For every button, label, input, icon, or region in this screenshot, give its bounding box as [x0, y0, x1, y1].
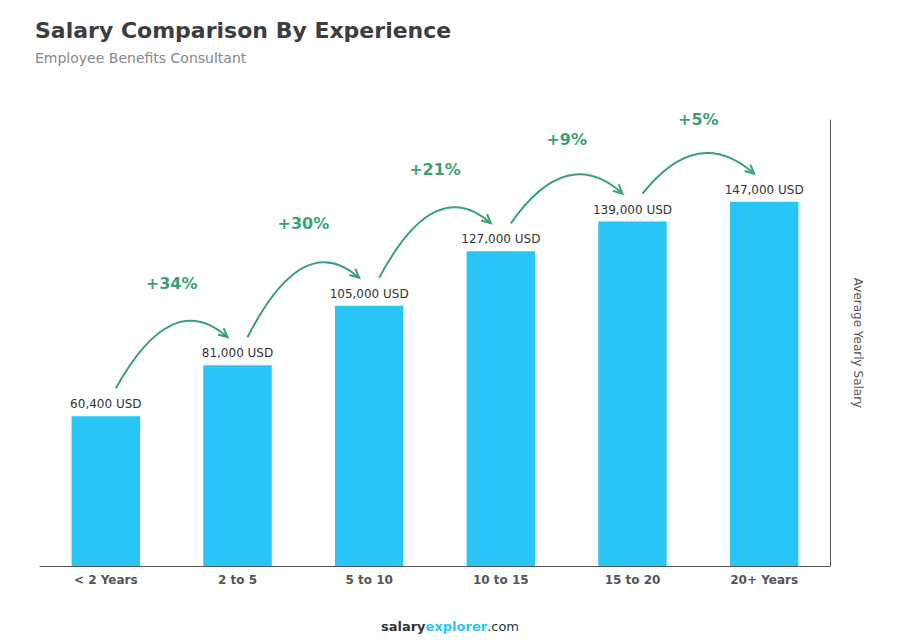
- svg-text:81,000 USD: 81,000 USD: [202, 346, 273, 360]
- svg-text:+34%: +34%: [146, 274, 198, 293]
- svg-text:Salary Comparison By Experienc: Salary Comparison By Experience: [35, 18, 451, 43]
- svg-text:< 2 Years: < 2 Years: [74, 573, 138, 587]
- svg-text:+9%: +9%: [546, 130, 587, 149]
- svg-text:105,000 USD: 105,000 USD: [330, 287, 409, 301]
- svg-text:60,400 USD: 60,400 USD: [70, 397, 141, 411]
- svg-text:+30%: +30%: [277, 214, 329, 233]
- svg-text:+21%: +21%: [409, 160, 461, 179]
- svg-text:139,000 USD: 139,000 USD: [593, 203, 672, 217]
- svg-text:127,000 USD: 127,000 USD: [461, 232, 540, 246]
- svg-text:salary: salary: [381, 619, 426, 634]
- svg-text:Employee Benefits Consultant: Employee Benefits Consultant: [35, 50, 247, 66]
- svg-text:147,000 USD: 147,000 USD: [725, 183, 804, 197]
- svg-text:+5%: +5%: [678, 110, 719, 129]
- svg-text:20+ Years: 20+ Years: [730, 573, 798, 587]
- svg-text:explorer: explorer: [426, 619, 488, 634]
- svg-text:.com: .com: [487, 619, 519, 634]
- svg-text:5 to 10: 5 to 10: [345, 573, 392, 587]
- svg-text:2 to 5: 2 to 5: [218, 573, 257, 587]
- svg-text:Average Yearly Salary: Average Yearly Salary: [851, 278, 865, 408]
- svg-text:10 to 15: 10 to 15: [473, 573, 529, 587]
- svg-text:15 to 20: 15 to 20: [605, 573, 661, 587]
